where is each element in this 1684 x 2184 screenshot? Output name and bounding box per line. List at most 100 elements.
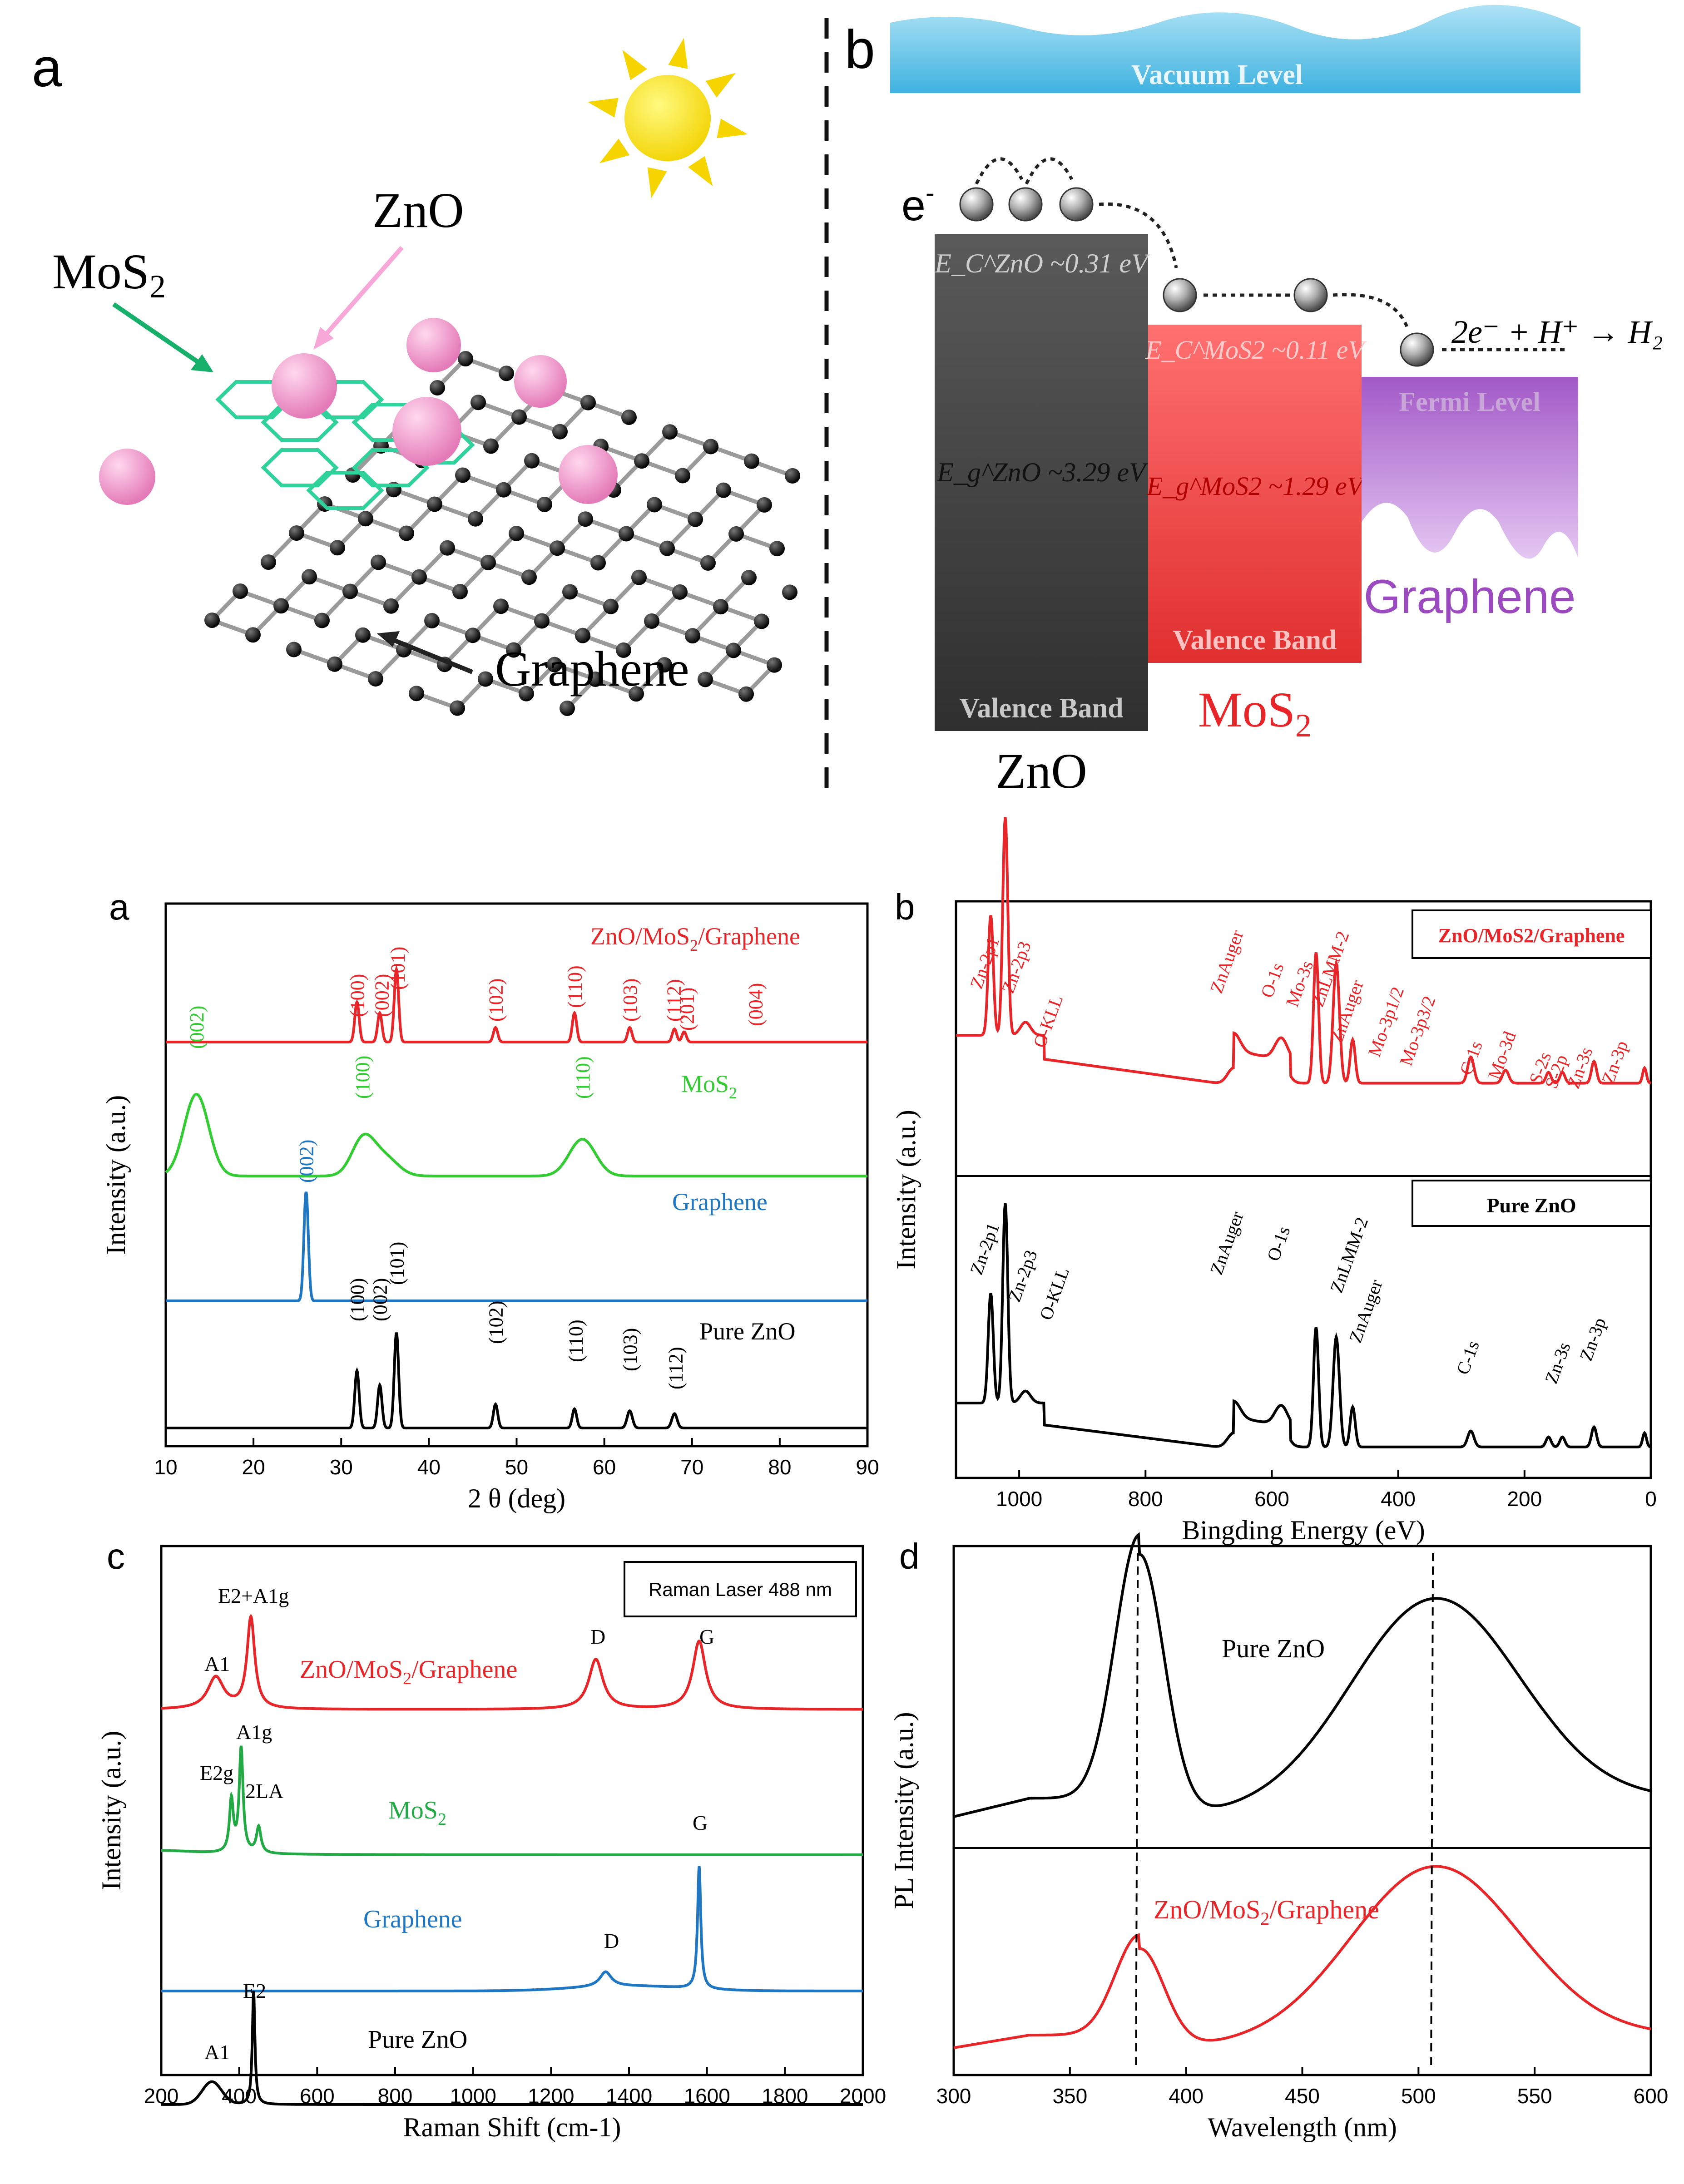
raman-peak-label: D [590, 1625, 605, 1648]
carbon-atom [521, 569, 537, 585]
xps-peak-label-composite: ZnAuger [1206, 927, 1248, 996]
zno-particle [559, 445, 618, 504]
zno-ec-label: E_C^ZnO ~0.31 eV [934, 248, 1151, 278]
x-tick-label: 200 [1507, 1487, 1542, 1511]
carbon-atom [273, 598, 289, 614]
xrd-hkl-composite: (100) [346, 974, 368, 1017]
carbon-atom [575, 628, 590, 643]
mos2-hexagon [306, 471, 384, 510]
carbon-atom [511, 409, 527, 425]
x-tick-label: 30 [330, 1455, 353, 1479]
raman-peak-label: G [699, 1625, 714, 1648]
carbon-atom [409, 686, 424, 702]
xrd-legend-graphene: Graphene [672, 1188, 768, 1216]
carbon-atom [493, 598, 509, 614]
carbon-atom [427, 496, 442, 512]
plot-frame [160, 1545, 864, 2076]
x-tick-label: 300 [936, 2084, 971, 2108]
carbon-atom [744, 453, 759, 469]
carbon-atom [452, 583, 468, 599]
xrd-hkl-zno: (110) [565, 1319, 587, 1362]
xps-legend-zno: Pure ZnO [1486, 1194, 1576, 1217]
zno-particle [272, 353, 337, 419]
carbon-atom [616, 642, 631, 658]
sun-ray [668, 38, 688, 69]
raman-name-zno: Pure ZnO [368, 2026, 467, 2054]
panel-label-d: d [899, 1536, 920, 1576]
sun-ray [717, 119, 748, 138]
pl-series-line [953, 1532, 1651, 1818]
carbon-atom [383, 598, 399, 614]
carbon-atom [590, 555, 606, 571]
electron-transfer-arrow [1099, 202, 1178, 268]
x-tick-label: 0 [1645, 1487, 1657, 1511]
xps-peak-label-composite: O-1s [1257, 960, 1288, 1000]
carbon-atom [562, 584, 578, 600]
xrd-series-line [166, 964, 867, 1043]
sun-ray [688, 156, 713, 187]
carbon-atom [741, 570, 757, 586]
carbon-atom [302, 569, 317, 585]
carbon-atom [286, 642, 302, 657]
xrd-series-line [166, 1191, 867, 1302]
mos2-hexagon [261, 448, 339, 487]
zno-eg-label: E_g^ZnO ~3.29 eV [936, 457, 1149, 487]
xrd-hkl-zno: (102) [485, 1301, 507, 1344]
graphene-lattice [99, 318, 800, 716]
raman-series-line [161, 1991, 863, 2106]
mos2-arrowhead [191, 354, 213, 372]
carbon-atom [233, 583, 248, 599]
xrd-hkl-composite: (004) [744, 983, 767, 1026]
raman-name-composite: ZnO/MoS2/Graphene [300, 1655, 517, 1688]
electrons-group [959, 157, 1567, 367]
carbon-atom [465, 628, 480, 643]
graphene-label: Graphene [495, 641, 689, 697]
sun-ray [587, 98, 619, 118]
carbon-atom [621, 409, 637, 425]
carbon-atom [424, 613, 440, 628]
mos2-name-label: MoS2 [1198, 682, 1312, 744]
pl-dashed-line [1430, 1552, 1434, 2069]
xrd-series-line [165, 1092, 867, 1177]
carbon-atom [685, 628, 700, 644]
xps-peak-label-zno: O-1s [1263, 1224, 1294, 1264]
x-tick-label: 40 [417, 1455, 441, 1479]
carbon-atom [245, 627, 261, 643]
carbon-atom [330, 540, 345, 556]
graphene-arrow [387, 636, 473, 674]
carbon-atom [440, 540, 455, 556]
mos2-arrow [112, 302, 201, 366]
x-tick-label: 10 [154, 1455, 177, 1479]
xrd-hkl-mos2: (100) [352, 1056, 374, 1099]
pl-series-line [953, 1865, 1651, 2049]
carbon-atom [342, 583, 358, 599]
x-axis-label: Bingding Energy (eV) [1182, 1515, 1425, 1545]
sun-ray [599, 138, 630, 163]
raman-peak-label: G [693, 1811, 708, 1834]
raman-peak-label: A1 [204, 2041, 230, 2064]
xps-peak-label-zno: Zn-2p3 [1004, 1247, 1041, 1304]
carbon-atom [471, 395, 486, 410]
electron-hop-arrow [975, 157, 1024, 185]
x-axis-label: 2 θ (deg) [468, 1483, 565, 1513]
xrd-hkl-mos2: (110) [572, 1056, 594, 1099]
zno-particle [99, 449, 155, 505]
vacuum-label: Vacuum Level [1131, 59, 1303, 90]
xrd-chart: a 10 20 30 40 50 60 70 80 90 2 θ (deg) Intensity (a… [101, 887, 879, 1513]
carbon-atom [534, 613, 550, 629]
carbon-atom [314, 613, 330, 628]
carbon-atom [458, 351, 473, 366]
xps-series-line [956, 1203, 1651, 1448]
x-tick-label: 500 [1401, 2084, 1436, 2108]
carbon-atom [675, 468, 690, 484]
y-axis-label: Intensity (a.u.) [96, 1731, 126, 1891]
carbon-atom [578, 511, 593, 527]
carbon-atom [698, 672, 713, 687]
xrd-hkl-zno: (101) [386, 1242, 408, 1285]
panel-label-c: c [107, 1536, 125, 1576]
carbon-atom [430, 380, 445, 395]
x-tick-label: 450 [1285, 2084, 1320, 2108]
xps-peak-label-composite: Mo-3d [1484, 1028, 1520, 1082]
carbon-atom [509, 525, 524, 541]
graphene-name-label: Graphene [1363, 570, 1575, 623]
